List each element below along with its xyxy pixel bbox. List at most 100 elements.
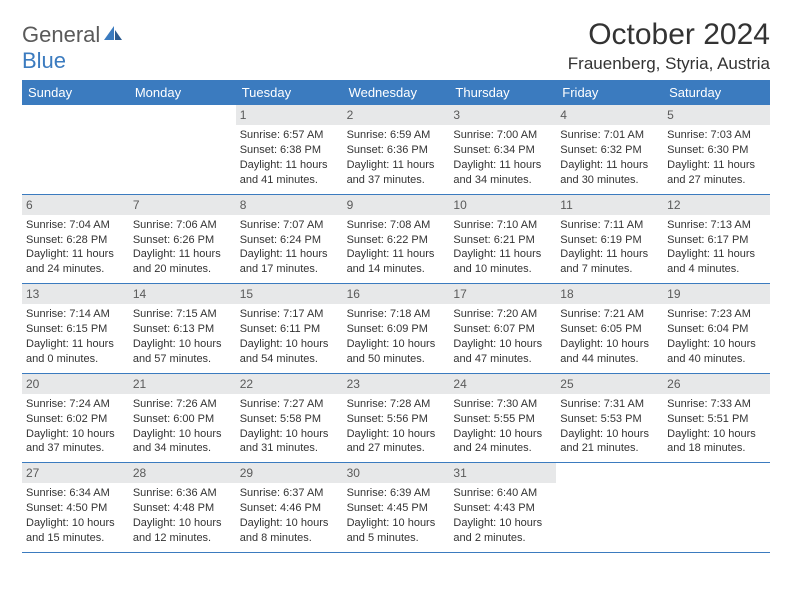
sunrise-line: Sunrise: 7:03 AM (667, 128, 766, 143)
daylight-line: Daylight: 10 hours and 44 minutes. (560, 337, 659, 367)
day-number: 26 (663, 374, 770, 394)
empty-cell (22, 105, 129, 194)
daylight-line: Daylight: 10 hours and 18 minutes. (667, 427, 766, 457)
daylight-line: Daylight: 10 hours and 2 minutes. (453, 516, 552, 546)
sunrise-line: Sunrise: 7:07 AM (240, 218, 339, 233)
sunset-line: Sunset: 6:32 PM (560, 143, 659, 158)
empty-cell (556, 463, 663, 552)
daylight-line: Daylight: 10 hours and 47 minutes. (453, 337, 552, 367)
day-cell: 24Sunrise: 7:30 AMSunset: 5:55 PMDayligh… (449, 374, 556, 463)
day-cell: 11Sunrise: 7:11 AMSunset: 6:19 PMDayligh… (556, 195, 663, 284)
day-number: 6 (22, 195, 129, 215)
sunrise-line: Sunrise: 7:27 AM (240, 397, 339, 412)
sunrise-line: Sunrise: 7:14 AM (26, 307, 125, 322)
day-number: 22 (236, 374, 343, 394)
sunrise-line: Sunrise: 7:15 AM (133, 307, 232, 322)
sunrise-line: Sunrise: 7:20 AM (453, 307, 552, 322)
daylight-line: Daylight: 11 hours and 30 minutes. (560, 158, 659, 188)
day-cell: 5Sunrise: 7:03 AMSunset: 6:30 PMDaylight… (663, 105, 770, 194)
week-row: 27Sunrise: 6:34 AMSunset: 4:50 PMDayligh… (22, 463, 770, 553)
weeks-container: 1Sunrise: 6:57 AMSunset: 6:38 PMDaylight… (22, 105, 770, 553)
sunrise-line: Sunrise: 7:31 AM (560, 397, 659, 412)
sunrise-line: Sunrise: 7:18 AM (347, 307, 446, 322)
daylight-line: Daylight: 11 hours and 24 minutes. (26, 247, 125, 277)
sunset-line: Sunset: 6:13 PM (133, 322, 232, 337)
day-number: 16 (343, 284, 450, 304)
day-cell: 19Sunrise: 7:23 AMSunset: 6:04 PMDayligh… (663, 284, 770, 373)
sunrise-line: Sunrise: 6:57 AM (240, 128, 339, 143)
daylight-line: Daylight: 11 hours and 0 minutes. (26, 337, 125, 367)
day-number: 1 (236, 105, 343, 125)
daylight-line: Daylight: 10 hours and 57 minutes. (133, 337, 232, 367)
sunset-line: Sunset: 6:07 PM (453, 322, 552, 337)
day-cell: 22Sunrise: 7:27 AMSunset: 5:58 PMDayligh… (236, 374, 343, 463)
day-number: 10 (449, 195, 556, 215)
day-number: 2 (343, 105, 450, 125)
sunset-line: Sunset: 6:22 PM (347, 233, 446, 248)
sunset-line: Sunset: 6:11 PM (240, 322, 339, 337)
day-number: 28 (129, 463, 236, 483)
day-cell: 3Sunrise: 7:00 AMSunset: 6:34 PMDaylight… (449, 105, 556, 194)
day-cell: 2Sunrise: 6:59 AMSunset: 6:36 PMDaylight… (343, 105, 450, 194)
sunrise-line: Sunrise: 7:08 AM (347, 218, 446, 233)
daylight-line: Daylight: 10 hours and 54 minutes. (240, 337, 339, 367)
sunrise-line: Sunrise: 7:24 AM (26, 397, 125, 412)
sunrise-line: Sunrise: 7:04 AM (26, 218, 125, 233)
sunset-line: Sunset: 4:48 PM (133, 501, 232, 516)
day-number: 25 (556, 374, 663, 394)
day-cell: 8Sunrise: 7:07 AMSunset: 6:24 PMDaylight… (236, 195, 343, 284)
day-number: 21 (129, 374, 236, 394)
sunrise-line: Sunrise: 7:33 AM (667, 397, 766, 412)
empty-cell (663, 463, 770, 552)
weekday-monday: Monday (129, 80, 236, 105)
day-cell: 12Sunrise: 7:13 AMSunset: 6:17 PMDayligh… (663, 195, 770, 284)
day-cell: 6Sunrise: 7:04 AMSunset: 6:28 PMDaylight… (22, 195, 129, 284)
day-number: 19 (663, 284, 770, 304)
daylight-line: Daylight: 10 hours and 21 minutes. (560, 427, 659, 457)
day-cell: 15 Sunrise: 7:17 AMSunset: 6:11 PMDayligh… (236, 284, 343, 373)
day-cell: 21Sunrise: 7:26 AMSunset: 6:00 PMDayligh… (129, 374, 236, 463)
sunset-line: Sunset: 6:24 PM (240, 233, 339, 248)
daylight-line: Daylight: 10 hours and 40 minutes. (667, 337, 766, 367)
day-number: 29 (236, 463, 343, 483)
daylight-line: Daylight: 10 hours and 15 minutes. (26, 516, 125, 546)
sunset-line: Sunset: 5:53 PM (560, 412, 659, 427)
logo-sail-icon (102, 24, 124, 42)
week-row: 1Sunrise: 6:57 AMSunset: 6:38 PMDaylight… (22, 105, 770, 195)
logo: General Blue (22, 18, 124, 74)
daylight-line: Daylight: 10 hours and 24 minutes. (453, 427, 552, 457)
weekday-saturday: Saturday (663, 80, 770, 105)
daylight-line: Daylight: 11 hours and 10 minutes. (453, 247, 552, 277)
day-cell: 29Sunrise: 6:37 AMSunset: 4:46 PMDayligh… (236, 463, 343, 552)
day-number: 3 (449, 105, 556, 125)
sunrise-line: Sunrise: 6:37 AM (240, 486, 339, 501)
sunset-line: Sunset: 4:43 PM (453, 501, 552, 516)
day-cell: 25 Sunrise: 7:31 AMSunset: 5:53 PMDayligh… (556, 374, 663, 463)
day-cell: 9Sunrise: 7:08 AMSunset: 6:22 PMDaylight… (343, 195, 450, 284)
day-number: 24 (449, 374, 556, 394)
daylight-line: Daylight: 11 hours and 37 minutes. (347, 158, 446, 188)
sunset-line: Sunset: 6:17 PM (667, 233, 766, 248)
day-cell: 20Sunrise: 7:24 AMSunset: 6:02 PMDayligh… (22, 374, 129, 463)
empty-cell (129, 105, 236, 194)
day-number: 14 (129, 284, 236, 304)
day-cell: 17Sunrise: 7:20 AMSunset: 6:07 PMDayligh… (449, 284, 556, 373)
daylight-line: Daylight: 10 hours and 12 minutes. (133, 516, 232, 546)
sunrise-line: Sunrise: 7:17 AM (240, 307, 339, 322)
day-number: 5 (663, 105, 770, 125)
sunrise-line: Sunrise: 7:06 AM (133, 218, 232, 233)
sunset-line: Sunset: 6:34 PM (453, 143, 552, 158)
sunset-line: Sunset: 5:55 PM (453, 412, 552, 427)
sunrise-line: Sunrise: 7:10 AM (453, 218, 552, 233)
sunrise-line: Sunrise: 6:59 AM (347, 128, 446, 143)
daylight-line: Daylight: 11 hours and 4 minutes. (667, 247, 766, 277)
day-number: 15 (236, 284, 343, 304)
daylight-line: Daylight: 11 hours and 34 minutes. (453, 158, 552, 188)
sunrise-line: Sunrise: 7:26 AM (133, 397, 232, 412)
logo-general: General (22, 22, 100, 47)
location: Frauenberg, Styria, Austria (568, 54, 770, 74)
day-number: 11 (556, 195, 663, 215)
day-number: 13 (22, 284, 129, 304)
sunrise-line: Sunrise: 6:40 AM (453, 486, 552, 501)
daylight-line: Daylight: 10 hours and 5 minutes. (347, 516, 446, 546)
